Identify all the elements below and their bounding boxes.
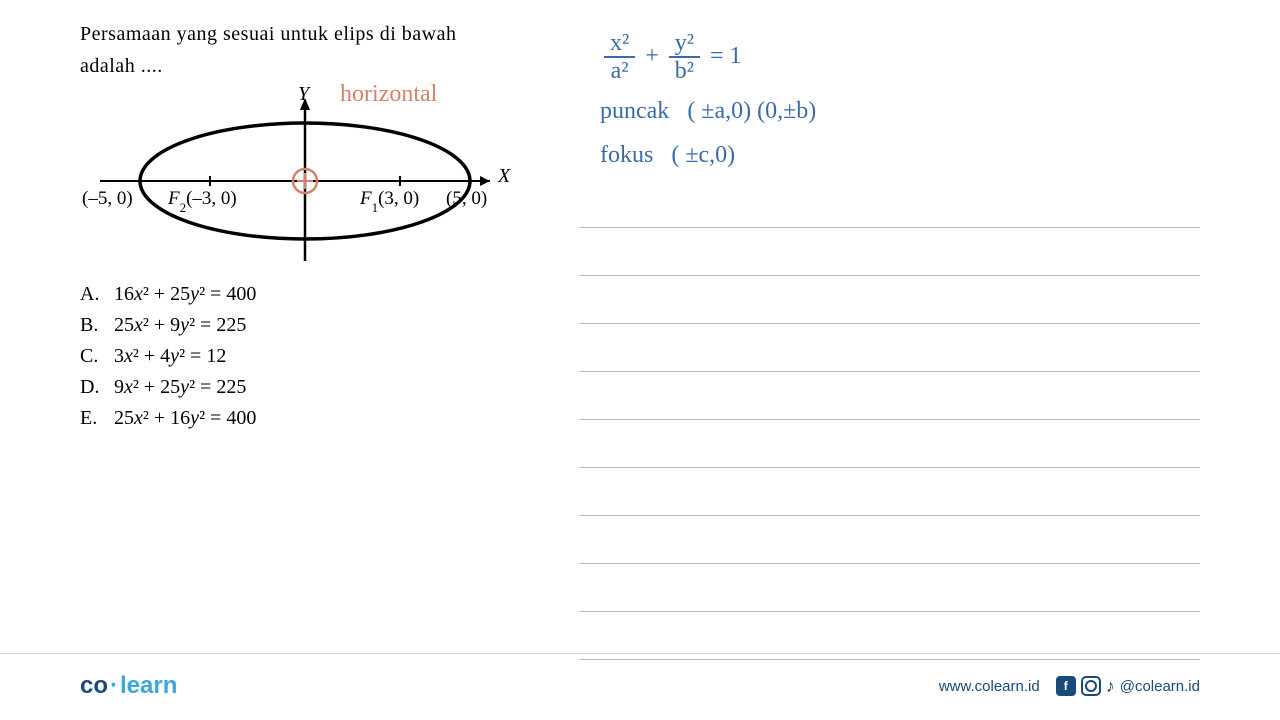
fraction-x2-a2: x² a²: [604, 30, 635, 85]
logo: co·learn: [80, 672, 177, 700]
point-f2: F2(–3, 0): [167, 188, 237, 215]
notes-panel: x² a² + y² b² = 1 puncak ( ±a,0) (0,±b) …: [600, 20, 1200, 436]
tiktok-icon: ♪: [1106, 676, 1115, 697]
social-icons: f ♪ @colearn.id: [1056, 676, 1200, 697]
x-axis-label: X: [497, 165, 511, 187]
note-fokus: fokus ( ±c,0): [600, 137, 1200, 173]
social-handle: @colearn.id: [1120, 678, 1200, 695]
logo-co: co: [80, 672, 108, 699]
note-equation: x² a² + y² b² = 1: [600, 30, 1200, 85]
facebook-icon: f: [1056, 676, 1076, 696]
instagram-icon: [1081, 676, 1101, 696]
ruled-line: [580, 564, 1200, 612]
fraction-y2-b2: y² b²: [669, 30, 700, 85]
point-f1: F1(3, 0): [359, 188, 419, 215]
footer: co·learn www.colearn.id f ♪ @colearn.id: [0, 653, 1280, 700]
ellipse-svg: Y X (–5, 0) F2(–3, 0) F1(3, 0) (5, 0): [80, 76, 520, 266]
ellipse-diagram: horizontal Y X (–5, 0): [80, 76, 520, 266]
note-puncak: puncak ( ±a,0) (0,±b): [600, 93, 1200, 129]
point-right: (5, 0): [446, 188, 487, 209]
ruled-line: [580, 516, 1200, 564]
logo-dot: ·: [110, 672, 118, 699]
handwritten-horizontal-label: horizontal: [340, 81, 437, 108]
ruled-line: [580, 468, 1200, 516]
question-line-1: Persamaan yang sesuai untuk elips di baw…: [80, 20, 560, 48]
website-url: www.colearn.id: [939, 678, 1040, 695]
logo-learn: learn: [120, 672, 177, 699]
point-left: (–5, 0): [82, 188, 133, 209]
footer-right: www.colearn.id f ♪ @colearn.id: [939, 676, 1200, 697]
y-axis-label: Y: [298, 83, 311, 105]
